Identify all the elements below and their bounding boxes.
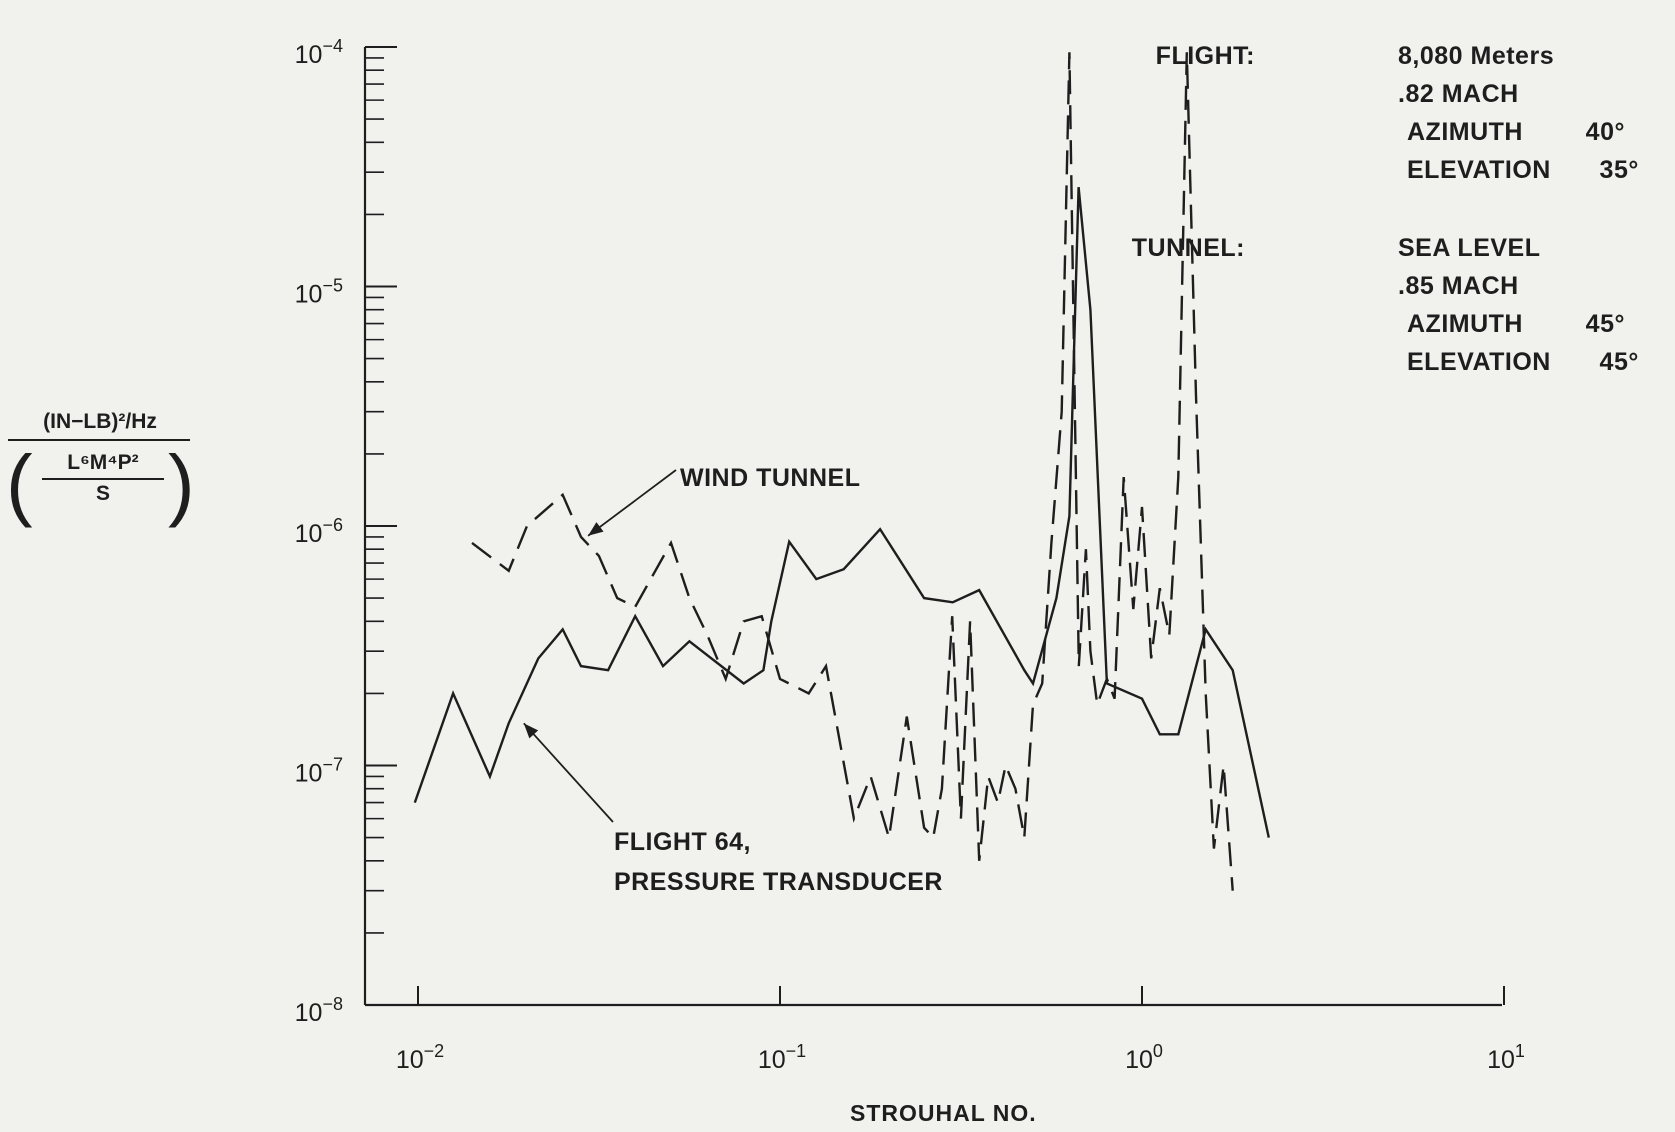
flight-heading: FLIGHT: [1155, 42, 1255, 70]
x-tick-label: 10−2 [396, 1041, 444, 1074]
flight-arrowhead [523, 723, 539, 739]
y-axis-numerator: (IN−LB)²/Hz [43, 410, 157, 433]
tunnel-condition-3: ELEVATION 45° [1407, 348, 1639, 376]
y-axis-denominator-bottom: S [95, 482, 110, 505]
y-axis-inner-fraction-bar [42, 478, 164, 480]
flight-condition-1: .82 MACH [1398, 80, 1519, 108]
flight-leader [523, 722, 614, 823]
wind-tunnel-leader [587, 469, 677, 537]
tunnel-condition-1: .85 MACH [1398, 272, 1519, 300]
y-axis-denominator: L⁶M⁴P² S [38, 451, 168, 506]
y-tick-label: 10−6 [295, 515, 343, 548]
wind-tunnel-series-line [471, 52, 1234, 891]
wind-tunnel-label: WIND TUNNEL [680, 464, 860, 492]
y-axis-fraction-bar [8, 439, 190, 441]
y-axis-left-paren: ( [6, 439, 33, 528]
y-tick-label: 10−7 [295, 755, 343, 788]
flight-condition-2: AZIMUTH 40° [1407, 118, 1625, 146]
x-tick-label: 101 [1487, 1041, 1525, 1074]
y-axis-title: (IN−LB)²/Hz ( L⁶M⁴P² S ) [0, 405, 210, 535]
y-axis-right-paren: ) [168, 439, 195, 528]
flight-condition-3: ELEVATION 35° [1407, 156, 1639, 184]
x-tick-label: 10−1 [758, 1041, 806, 1074]
tunnel-condition-0: SEA LEVEL [1398, 234, 1541, 262]
tunnel-condition-2: AZIMUTH 45° [1407, 310, 1625, 338]
tunnel-heading: TUNNEL: [1131, 234, 1245, 262]
flight-label: FLIGHT 64, PRESSURE TRANSDUCER [614, 828, 943, 896]
wind-tunnel-arrowhead [588, 522, 604, 536]
y-axis-denominator-top: L⁶M⁴P² [67, 451, 139, 474]
flight-condition-0: 8,080 Meters [1398, 42, 1555, 70]
y-tick-label: 10−4 [295, 36, 343, 69]
x-axis-title: STROUHAL NO. [850, 1100, 1037, 1126]
x-tick-label: 100 [1125, 1041, 1163, 1074]
y-tick-label: 10−8 [295, 994, 343, 1027]
flight-series-line [413, 186, 1270, 838]
y-tick-label: 10−5 [295, 276, 343, 309]
